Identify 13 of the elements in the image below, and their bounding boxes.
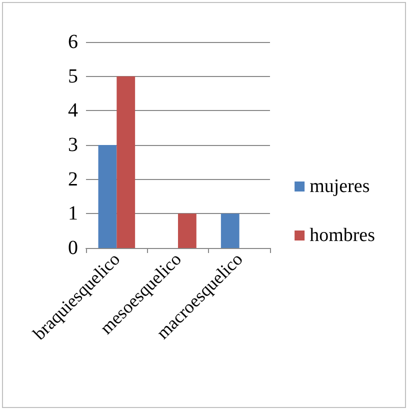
legend-label: hombres (310, 225, 376, 246)
y-tick-label: 3 (68, 134, 78, 156)
bar (116, 76, 136, 248)
y-tick-label: 5 (68, 65, 78, 88)
y-tick-label: 6 (68, 31, 78, 53)
y-tick-label: 0 (68, 237, 78, 259)
bar (98, 145, 117, 248)
y-tick-label: 4 (68, 100, 78, 122)
y-tick-label: 2 (68, 168, 78, 190)
legend-label: mujeres (310, 176, 370, 197)
bar (178, 214, 196, 248)
bar (220, 214, 240, 248)
y-tick-label: 1 (68, 202, 78, 225)
